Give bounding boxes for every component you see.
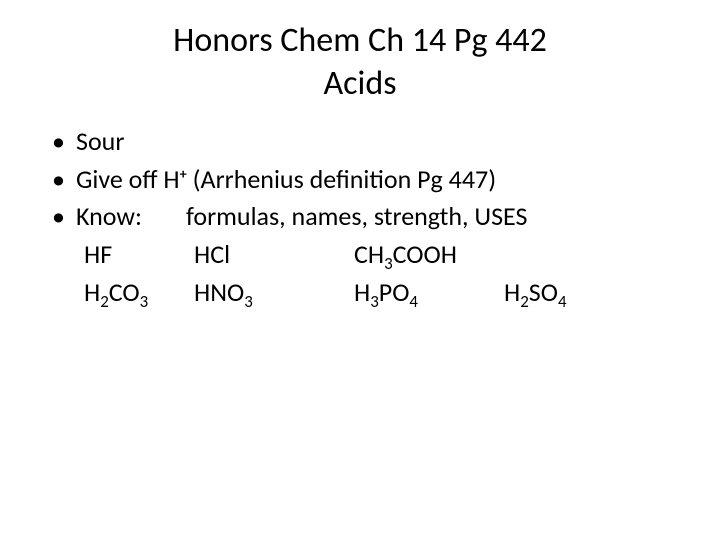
text: HNO — [194, 276, 244, 308]
formula-h2so4: H2SO4 — [504, 274, 624, 312]
subscript: 3 — [140, 291, 149, 312]
text: H — [354, 276, 370, 308]
content-body: Sour Give off H+ (Arrhenius definition P… — [40, 123, 680, 311]
title-line-2: Acids — [40, 63, 680, 106]
title-line-1: Honors Chem Ch 14 Pg 442 — [40, 20, 680, 63]
formula-hno3: HNO3 — [194, 274, 354, 312]
know-rest: formulas, names, strength, USES — [186, 200, 527, 232]
formula-h3po4: H3PO4 — [354, 274, 504, 312]
bullet-list: Sour Give off H+ (Arrhenius definition P… — [48, 123, 680, 236]
subscript: 4 — [409, 291, 418, 312]
subscript: 4 — [558, 291, 567, 312]
slide: Honors Chem Ch 14 Pg 442 Acids Sour Give… — [0, 0, 720, 540]
subscript: 3 — [384, 253, 393, 274]
formula-ch3cooh: CH3COOH — [354, 236, 504, 274]
subscript: 3 — [370, 291, 379, 312]
text: H — [84, 276, 100, 308]
bullet-know: Know:formulas, names, strength, USES — [48, 198, 680, 236]
text: PO — [379, 276, 410, 308]
subscript: 2 — [100, 291, 109, 312]
title-block: Honors Chem Ch 14 Pg 442 Acids — [40, 20, 680, 105]
bullet-hplus: Give off H+ (Arrhenius definition Pg 447… — [48, 161, 680, 199]
subscript: 2 — [520, 291, 529, 312]
bullet-text: Sour — [76, 125, 124, 157]
formula-h2co3: H2CO3 — [84, 274, 194, 312]
bullet-text-pre: Give off H — [76, 163, 180, 195]
text: COOH — [393, 238, 457, 270]
text: CH — [354, 238, 384, 270]
know-label: Know: — [76, 198, 186, 236]
bullet-sour: Sour — [48, 123, 680, 161]
text: HF — [84, 238, 112, 270]
superscript-plus: + — [180, 164, 187, 182]
formula-row-2: H2CO3 HNO3 H3PO4 H2SO4 — [48, 274, 680, 312]
text: HCl — [194, 238, 230, 270]
bullet-text-post: (Arrhenius definition Pg 447) — [187, 163, 496, 195]
subscript: 3 — [244, 291, 253, 312]
formula-row-1: HF HCl CH3COOH — [48, 236, 680, 274]
text: CO — [109, 276, 140, 308]
formula-hcl: HCl — [194, 236, 354, 274]
formula-hf: HF — [84, 236, 194, 274]
text: H — [504, 276, 520, 308]
text: SO — [529, 276, 558, 308]
